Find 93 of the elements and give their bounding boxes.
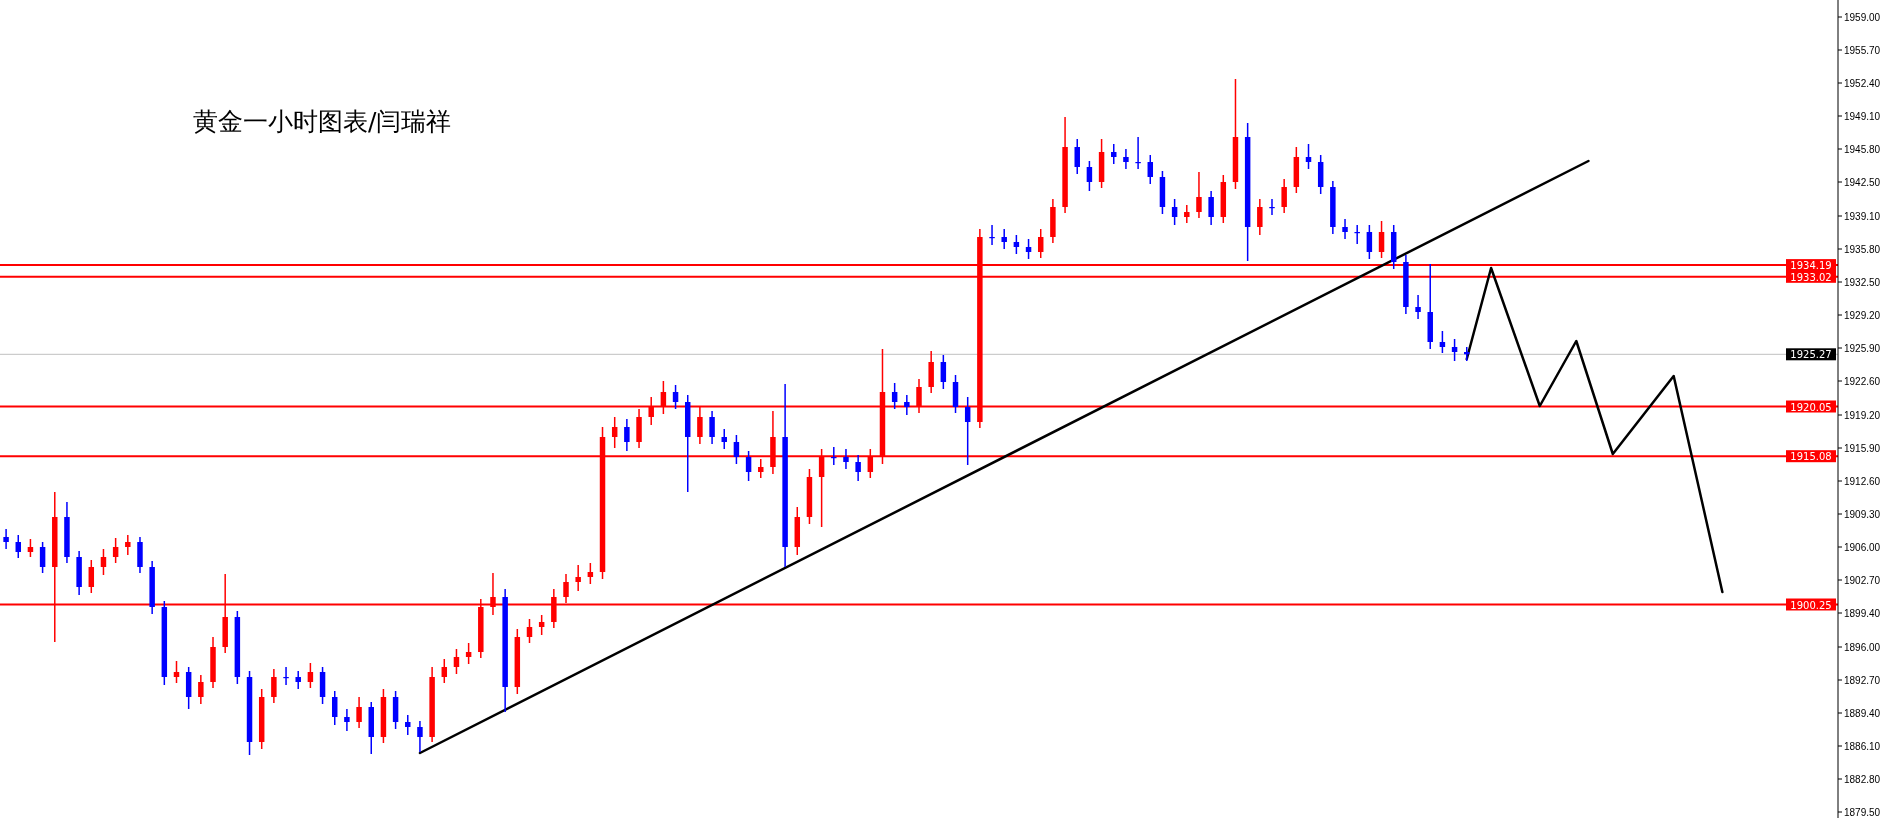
candlestick <box>904 394 910 416</box>
ref-line-label: 1925.27 <box>1790 349 1832 361</box>
candlestick <box>307 662 314 689</box>
candlestick <box>1366 224 1373 260</box>
candlestick <box>173 660 180 684</box>
ref-line-label: 1933.02 <box>1790 271 1832 283</box>
candlestick <box>1184 204 1190 224</box>
candlestick <box>344 708 350 732</box>
candlestick <box>441 658 448 684</box>
candlestick <box>15 534 21 559</box>
candlestick <box>964 396 971 466</box>
candlestick <box>1086 160 1093 192</box>
y-tick-label: 1959.00 <box>1844 11 1881 23</box>
candlestick <box>709 410 715 445</box>
candlestick <box>1257 198 1263 236</box>
line-series <box>1465 266 1724 594</box>
candlestick <box>1305 143 1312 170</box>
candlestick <box>672 384 679 410</box>
y-tick-label: 1942.50 <box>1844 176 1881 188</box>
y-tick-label: 1889.40 <box>1844 707 1881 719</box>
candlestick <box>1074 138 1080 175</box>
candlestick <box>1342 218 1348 240</box>
candlestick <box>453 648 460 675</box>
candlestick <box>405 714 411 736</box>
candlestick <box>1439 330 1446 354</box>
candlestick <box>271 668 277 704</box>
candlestick <box>855 454 861 482</box>
y-tick-label: 1909.30 <box>1844 508 1881 520</box>
candlestick <box>39 541 46 574</box>
candlestick <box>356 696 362 729</box>
candlestick <box>891 382 898 410</box>
candlestick <box>3 528 9 550</box>
candlestick <box>417 720 423 753</box>
y-tick-label: 1896.00 <box>1844 641 1881 653</box>
candlestick <box>332 690 338 726</box>
ref-line-label: 1915.08 <box>1790 451 1832 463</box>
y-tick-label: 1902.70 <box>1844 574 1881 586</box>
candlestick <box>721 428 727 450</box>
candlestick <box>1378 220 1385 259</box>
text: 黄金一小时图表/闫瑞祥 <box>193 107 452 136</box>
candlestick <box>843 448 849 470</box>
y-tick-label: 1935.80 <box>1844 243 1881 255</box>
candlestick <box>1208 190 1214 226</box>
candlestick <box>624 418 630 452</box>
candlestick <box>465 642 472 665</box>
candlestick <box>526 618 533 644</box>
y-tick-label: 1882.80 <box>1844 773 1881 785</box>
candlestick <box>1037 228 1044 259</box>
y-tick-label: 1939.10 <box>1844 210 1881 222</box>
candlestick <box>758 458 764 479</box>
y-tick-label: 1929.20 <box>1844 309 1881 321</box>
y-tick-label: 1915.90 <box>1844 442 1881 454</box>
candlestick <box>1001 228 1007 250</box>
y-tick-label: 1912.60 <box>1844 475 1881 487</box>
y-tick-label: 1886.10 <box>1844 740 1881 752</box>
candlestick <box>1147 154 1154 185</box>
ref-line-label: 1920.05 <box>1790 401 1832 413</box>
candlestick <box>1451 338 1458 362</box>
y-tick-label: 1945.80 <box>1844 143 1881 155</box>
candlestick <box>745 450 752 482</box>
y-tick-label: 1932.50 <box>1844 276 1881 288</box>
y-tick-label: 1919.20 <box>1844 409 1881 421</box>
candlestick <box>733 434 740 465</box>
candlestick <box>538 614 545 636</box>
candlestick <box>1415 294 1421 320</box>
candlestick <box>100 548 107 576</box>
candlestick <box>1013 234 1020 255</box>
candlestick <box>587 562 594 585</box>
candlestick <box>125 534 131 556</box>
y-tick-label: 1922.60 <box>1844 375 1881 387</box>
candlestick <box>1171 198 1178 226</box>
candlestick <box>575 564 581 592</box>
y-tick-label: 1949.10 <box>1844 110 1881 122</box>
candlestick <box>198 674 204 705</box>
y-tick-label: 1925.90 <box>1844 342 1881 354</box>
y-tick-label: 1899.40 <box>1844 607 1881 619</box>
candlestick <box>611 416 618 449</box>
candlestick <box>1111 143 1117 165</box>
candlestick <box>88 559 95 594</box>
ref-line-label: 1900.25 <box>1790 599 1832 611</box>
candlestick <box>1196 171 1202 219</box>
y-tick-label: 1955.70 <box>1844 44 1881 56</box>
y-tick-label: 1906.00 <box>1844 541 1881 553</box>
candlestick <box>1281 178 1287 214</box>
y-tick-label: 1892.70 <box>1844 674 1881 686</box>
candlestick <box>112 537 119 564</box>
y-tick-label: 1952.40 <box>1844 77 1881 89</box>
y-tick-label: 1879.50 <box>1844 806 1881 818</box>
candlestick <box>295 670 301 690</box>
ref-line-label: 1934.19 <box>1790 260 1832 272</box>
candlestick <box>1025 238 1032 260</box>
candlestick <box>940 354 947 390</box>
candlestick <box>1123 148 1129 170</box>
